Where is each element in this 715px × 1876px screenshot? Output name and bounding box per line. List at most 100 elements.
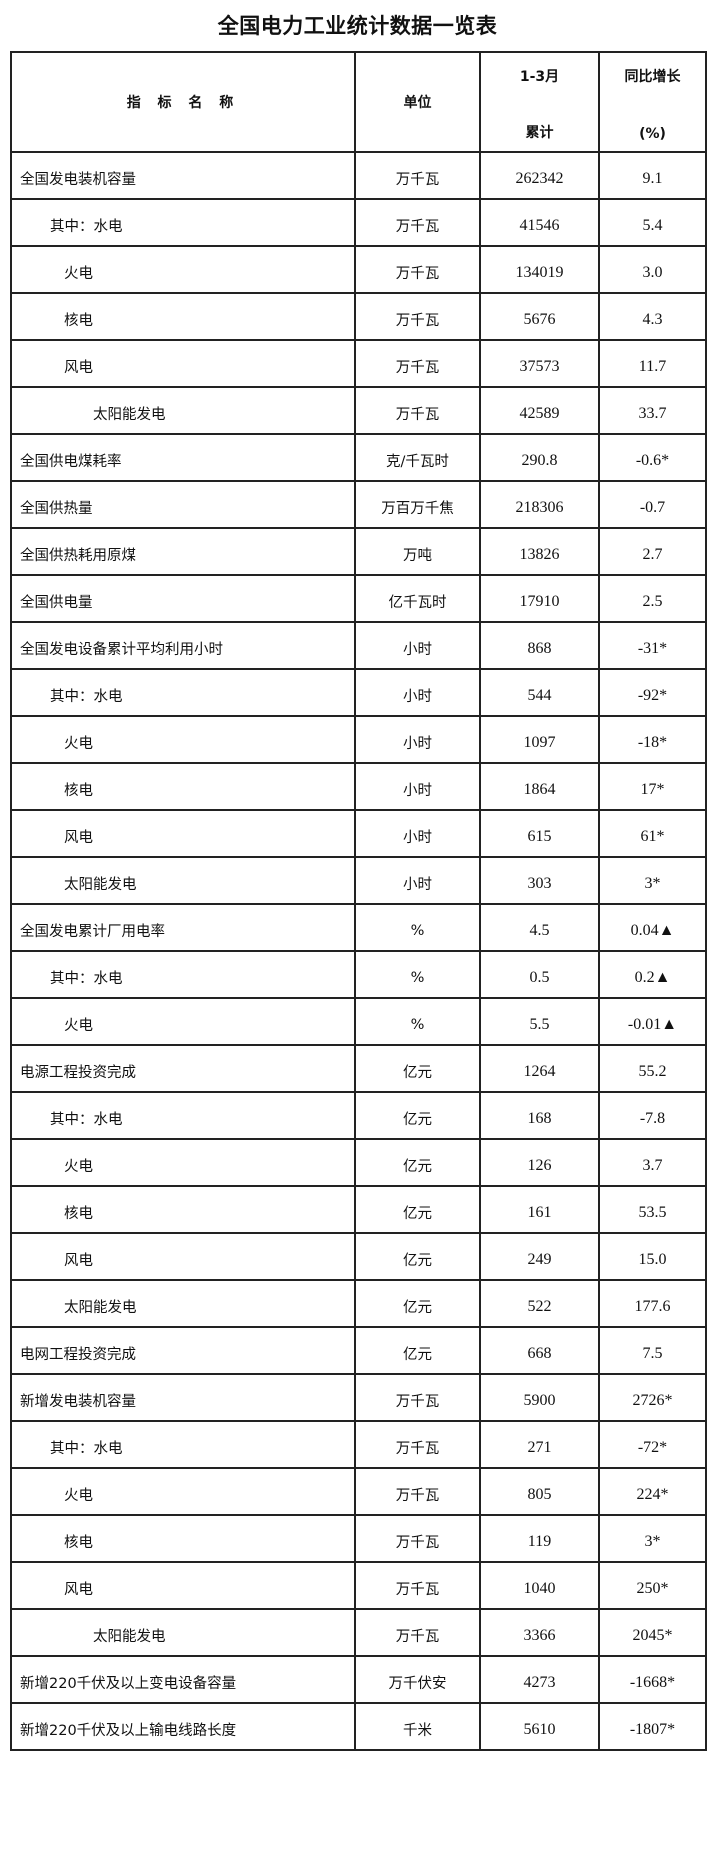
table-row: 其中：水电 万千瓦 271 -72* [10, 1420, 707, 1469]
table-row: 全国供热耗用原煤 万吨 13826 2.7 [10, 527, 707, 576]
growth-rate-cell: 2726* [598, 1373, 707, 1422]
table-row: 新增发电装机容量 万千瓦 5900 2726* [10, 1373, 707, 1422]
cumulative-value-cell: 17910 [479, 574, 600, 623]
indicator-name-cell: 全国发电装机容量 [10, 151, 356, 200]
cumulative-value-cell: 134019 [479, 245, 600, 294]
cumulative-value-cell: 5900 [479, 1373, 600, 1422]
growth-rate-cell: -18* [598, 715, 707, 764]
indicator-name-cell: 火电 [10, 1467, 356, 1516]
growth-rate-cell: 3* [598, 856, 707, 905]
cumulative-value-cell: 1264 [479, 1044, 600, 1093]
indicator-name-cell: 全国供电煤耗率 [10, 433, 356, 482]
cumulative-value-cell: 522 [479, 1279, 600, 1328]
table-row: 火电 小时 1097 -18* [10, 715, 707, 764]
indicator-name-cell: 全国供电量 [10, 574, 356, 623]
cumulative-value-cell: 3366 [479, 1608, 600, 1657]
indicator-name-cell: 电源工程投资完成 [10, 1044, 356, 1093]
unit-cell: 小时 [354, 621, 481, 670]
header-indicator-name: 指 标 名 称 [10, 51, 356, 153]
table-row: 太阳能发电 小时 303 3* [10, 856, 707, 905]
cumulative-value-cell: 4273 [479, 1655, 600, 1704]
cumulative-value-cell: 805 [479, 1467, 600, 1516]
unit-cell: 万千瓦 [354, 1514, 481, 1563]
header-cumulative-line2: 累计 [525, 125, 554, 141]
table-row: 太阳能发电 万千瓦 42589 33.7 [10, 386, 707, 435]
unit-cell: 亿千瓦时 [354, 574, 481, 623]
indicator-name-cell: 新增220千伏及以上输电线路长度 [10, 1702, 356, 1751]
table-row: 电网工程投资完成 亿元 668 7.5 [10, 1326, 707, 1375]
cumulative-value-cell: 1097 [479, 715, 600, 764]
table-header-row: 指 标 名 称 单位 1-3月 累计 同比增长 (%) [10, 51, 707, 153]
header-unit: 单位 [354, 51, 481, 153]
growth-rate-cell: 7.5 [598, 1326, 707, 1375]
table-row: 风电 万千瓦 37573 11.7 [10, 339, 707, 388]
indicator-name-cell: 其中：水电 [10, 1420, 356, 1469]
growth-rate-cell: 5.4 [598, 198, 707, 247]
indicator-name-cell: 太阳能发电 [10, 1608, 356, 1657]
growth-rate-cell: 61* [598, 809, 707, 858]
cumulative-value-cell: 615 [479, 809, 600, 858]
unit-cell: 小时 [354, 856, 481, 905]
unit-cell: 小时 [354, 762, 481, 811]
growth-rate-cell: -0.7 [598, 480, 707, 529]
table-row: 风电 小时 615 61* [10, 809, 707, 858]
cumulative-value-cell: 218306 [479, 480, 600, 529]
cumulative-value-cell: 161 [479, 1185, 600, 1234]
cumulative-value-cell: 5676 [479, 292, 600, 341]
growth-rate-cell: -0.6* [598, 433, 707, 482]
growth-rate-cell: -72* [598, 1420, 707, 1469]
cumulative-value-cell: 271 [479, 1420, 600, 1469]
unit-cell: 万吨 [354, 527, 481, 576]
unit-cell: 小时 [354, 668, 481, 717]
table-row: 风电 万千瓦 1040 250* [10, 1561, 707, 1610]
unit-cell: 小时 [354, 809, 481, 858]
unit-cell: 万千瓦 [354, 198, 481, 247]
table-row: 火电 亿元 126 3.7 [10, 1138, 707, 1187]
unit-cell: 亿元 [354, 1044, 481, 1093]
growth-rate-cell: 33.7 [598, 386, 707, 435]
growth-rate-cell: 177.6 [598, 1279, 707, 1328]
growth-rate-cell: -1668* [598, 1655, 707, 1704]
unit-cell: 亿元 [354, 1091, 481, 1140]
indicator-name-cell: 核电 [10, 1185, 356, 1234]
cumulative-value-cell: 303 [479, 856, 600, 905]
growth-rate-cell: 53.5 [598, 1185, 707, 1234]
table-row: 电源工程投资完成 亿元 1264 55.2 [10, 1044, 707, 1093]
indicator-name-cell: 全国供热耗用原煤 [10, 527, 356, 576]
table-row: 核电 小时 1864 17* [10, 762, 707, 811]
growth-rate-cell: 3.0 [598, 245, 707, 294]
growth-rate-cell: 15.0 [598, 1232, 707, 1281]
table-row: 新增220千伏及以上变电设备容量 万千伏安 4273 -1668* [10, 1655, 707, 1704]
table-row: 火电 万千瓦 134019 3.0 [10, 245, 707, 294]
unit-cell: 亿元 [354, 1232, 481, 1281]
cumulative-value-cell: 37573 [479, 339, 600, 388]
indicator-name-cell: 太阳能发电 [10, 386, 356, 435]
growth-rate-cell: 3* [598, 1514, 707, 1563]
indicator-name-cell: 太阳能发电 [10, 1279, 356, 1328]
header-growth-line1: 同比增长 [624, 69, 681, 85]
statistics-table: 指 标 名 称 单位 1-3月 累计 同比增长 (%) 全国发电装机容量 万千瓦 2… [10, 51, 707, 1751]
indicator-name-cell: 风电 [10, 809, 356, 858]
indicator-name-cell: 火电 [10, 1138, 356, 1187]
growth-rate-cell: 0.2▲ [598, 950, 707, 999]
cumulative-value-cell: 249 [479, 1232, 600, 1281]
header-growth: 同比增长 (%) [598, 51, 707, 153]
indicator-name-cell: 风电 [10, 1232, 356, 1281]
table-row: 其中：水电 万千瓦 41546 5.4 [10, 198, 707, 247]
cumulative-value-cell: 168 [479, 1091, 600, 1140]
indicator-name-cell: 全国发电累计厂用电率 [10, 903, 356, 952]
page-title: 全国电力工业统计数据一览表 [217, 14, 498, 38]
unit-cell: 万千瓦 [354, 1467, 481, 1516]
unit-cell: 千米 [354, 1702, 481, 1751]
cumulative-value-cell: 4.5 [479, 903, 600, 952]
growth-rate-cell: 224* [598, 1467, 707, 1516]
growth-rate-cell: -7.8 [598, 1091, 707, 1140]
indicator-name-cell: 风电 [10, 1561, 356, 1610]
unit-cell: 万千瓦 [354, 386, 481, 435]
growth-rate-cell: 2.7 [598, 527, 707, 576]
unit-cell: % [354, 997, 481, 1046]
cumulative-value-cell: 126 [479, 1138, 600, 1187]
unit-cell: 万千瓦 [354, 339, 481, 388]
unit-cell: 万千瓦 [354, 151, 481, 200]
growth-rate-cell: -92* [598, 668, 707, 717]
